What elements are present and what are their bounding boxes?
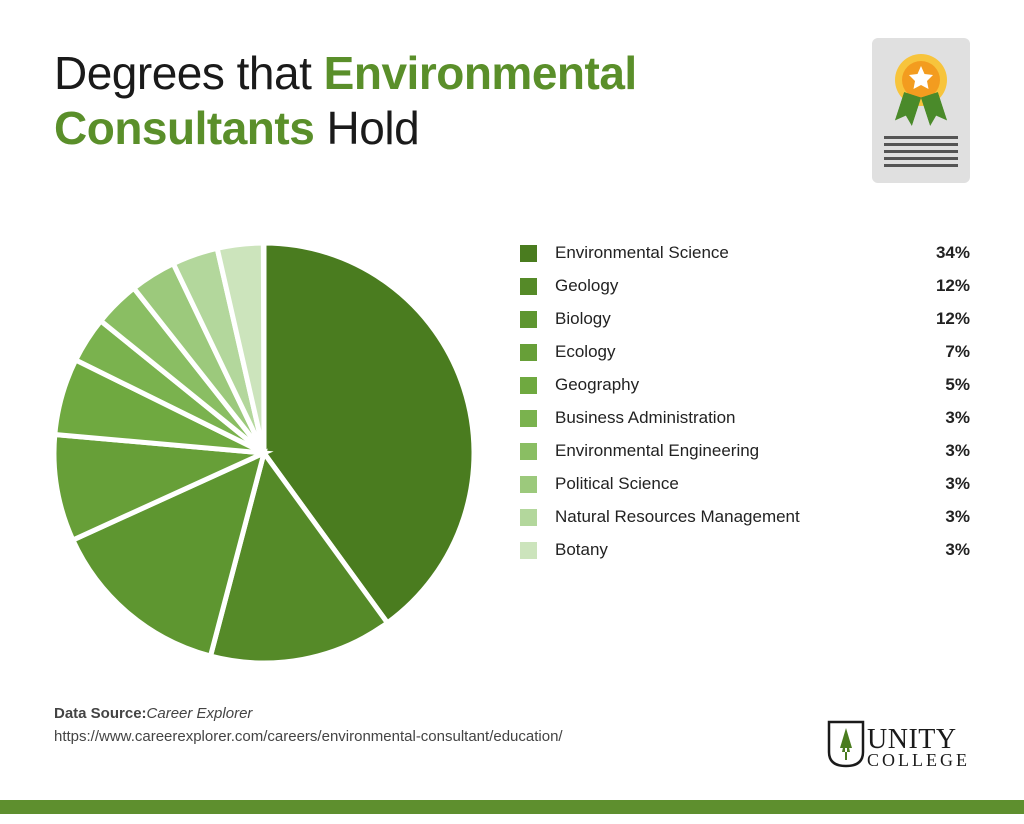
legend-pct: 12% (920, 309, 970, 329)
legend-row: Geography5% (520, 375, 970, 395)
legend-pct: 3% (920, 507, 970, 527)
legend-label: Geology (555, 276, 920, 296)
logo-line2: COLLEGE (867, 752, 970, 768)
legend-label: Natural Resources Management (555, 507, 920, 527)
pie-chart (54, 243, 474, 663)
data-source: Data Source:Career Explorer https://www.… (54, 703, 563, 748)
legend-pct: 3% (920, 441, 970, 461)
legend-label: Geography (555, 375, 920, 395)
legend-label: Botany (555, 540, 920, 560)
page-title: Degrees that Environmental Consultants H… (54, 46, 872, 156)
legend-label: Environmental Science (555, 243, 920, 263)
certificate-icon (872, 38, 970, 183)
legend-pct: 3% (920, 540, 970, 560)
legend-swatch (520, 311, 537, 328)
legend-row: Political Science3% (520, 474, 970, 494)
legend-label: Ecology (555, 342, 920, 362)
legend-row: Biology12% (520, 309, 970, 329)
legend-swatch (520, 443, 537, 460)
logo-line1: UNITY (867, 727, 970, 752)
unity-college-logo: UNITY COLLEGE (827, 720, 970, 768)
legend-row: Botany3% (520, 540, 970, 560)
bottom-accent-bar (0, 800, 1024, 814)
data-source-name: Career Explorer (147, 705, 253, 722)
legend-swatch (520, 542, 537, 559)
legend-row: Ecology7% (520, 342, 970, 362)
legend-pct: 5% (920, 375, 970, 395)
legend-row: Geology12% (520, 276, 970, 296)
data-source-url: https://www.careerexplorer.com/careers/e… (54, 728, 563, 745)
legend-swatch (520, 344, 537, 361)
pie-svg (54, 243, 474, 663)
legend-swatch (520, 476, 537, 493)
legend-label: Biology (555, 309, 920, 329)
legend-row: Natural Resources Management3% (520, 507, 970, 527)
legend-swatch (520, 410, 537, 427)
legend-swatch (520, 245, 537, 262)
legend-swatch (520, 278, 537, 295)
legend-row: Environmental Science34% (520, 243, 970, 263)
legend-pct: 3% (920, 474, 970, 494)
legend: Environmental Science34%Geology12%Biolog… (520, 243, 970, 663)
legend-pct: 34% (920, 243, 970, 263)
legend-swatch (520, 509, 537, 526)
cert-lines-icon (884, 136, 958, 171)
logo-shield-icon (827, 720, 865, 768)
medal-icon (893, 52, 949, 108)
legend-pct: 3% (920, 408, 970, 428)
title-part2: Hold (314, 102, 419, 154)
data-source-label: Data Source: (54, 705, 147, 722)
legend-swatch (520, 377, 537, 394)
legend-pct: 7% (920, 342, 970, 362)
legend-label: Environmental Engineering (555, 441, 920, 461)
title-part1: Degrees that (54, 47, 324, 99)
legend-pct: 12% (920, 276, 970, 296)
legend-label: Political Science (555, 474, 920, 494)
legend-label: Business Administration (555, 408, 920, 428)
legend-row: Environmental Engineering3% (520, 441, 970, 461)
legend-row: Business Administration3% (520, 408, 970, 428)
